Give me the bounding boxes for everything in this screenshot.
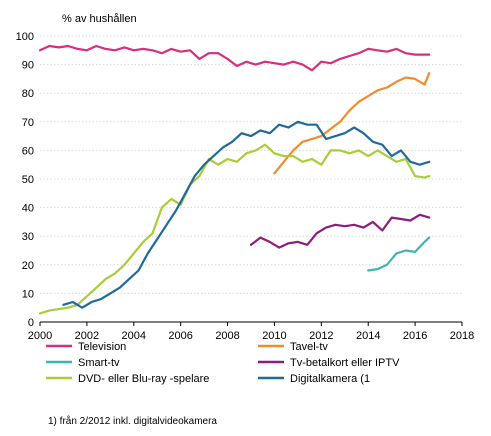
x-tick-label: 2018 [450,330,474,342]
y-tick-label: 80 [22,88,34,100]
x-tick-label: 2010 [262,330,286,342]
series-line-4 [249,213,431,249]
y-tick-label: 10 [22,288,34,300]
x-tick-label: 2000 [28,330,52,342]
x-tick-label: 2012 [309,330,333,342]
x-tick-label: 2006 [168,330,192,342]
footnote: 1) från 2/2012 inkl. digitalvideokamera [48,415,217,427]
series-line-1 [38,44,431,72]
y-tick-label: 0 [28,317,34,329]
legend-label: Television [78,341,126,353]
y-tick-label: 100 [16,31,34,43]
y-tick-label: 70 [22,117,34,129]
y-tick-label: 90 [22,60,34,72]
y-tick-label: 30 [22,231,34,243]
legend: Television Tavel-tv Smart-tv Tv-betalkort e… [46,341,400,385]
y-tick-label: 60 [22,145,34,157]
y-tick-label: 20 [22,260,34,272]
series-lines [38,44,431,315]
legend-label: DVD- eller Blu-ray -spelare [78,373,209,385]
y-tick-label: 50 [22,174,34,186]
y-axis-label: % av hushållen [62,13,137,25]
x-tick-label: 2008 [215,330,239,342]
legend-label: Tavel-tv [290,341,328,353]
gridlines [40,35,462,294]
x-tick-label: 2014 [356,330,380,342]
legend-label: Tv-betalkort eller IPTV [290,357,400,369]
legend-label: Smart-tv [78,357,120,369]
axes: 0 10 20 30 40 50 60 70 80 90 100 2000 2002 2004 2006 20… [16,31,475,342]
legend-label: Digitalkamera (1 [290,373,370,385]
x-tick-label: 2016 [403,330,427,342]
y-tick-label: 40 [22,203,34,215]
series-line-2 [273,72,431,175]
series-line-6 [62,120,431,309]
x-tick-label: 2002 [75,330,99,342]
x-tick-label: 2004 [122,330,146,342]
series-line-5 [38,143,431,315]
series-line-3 [367,236,431,272]
